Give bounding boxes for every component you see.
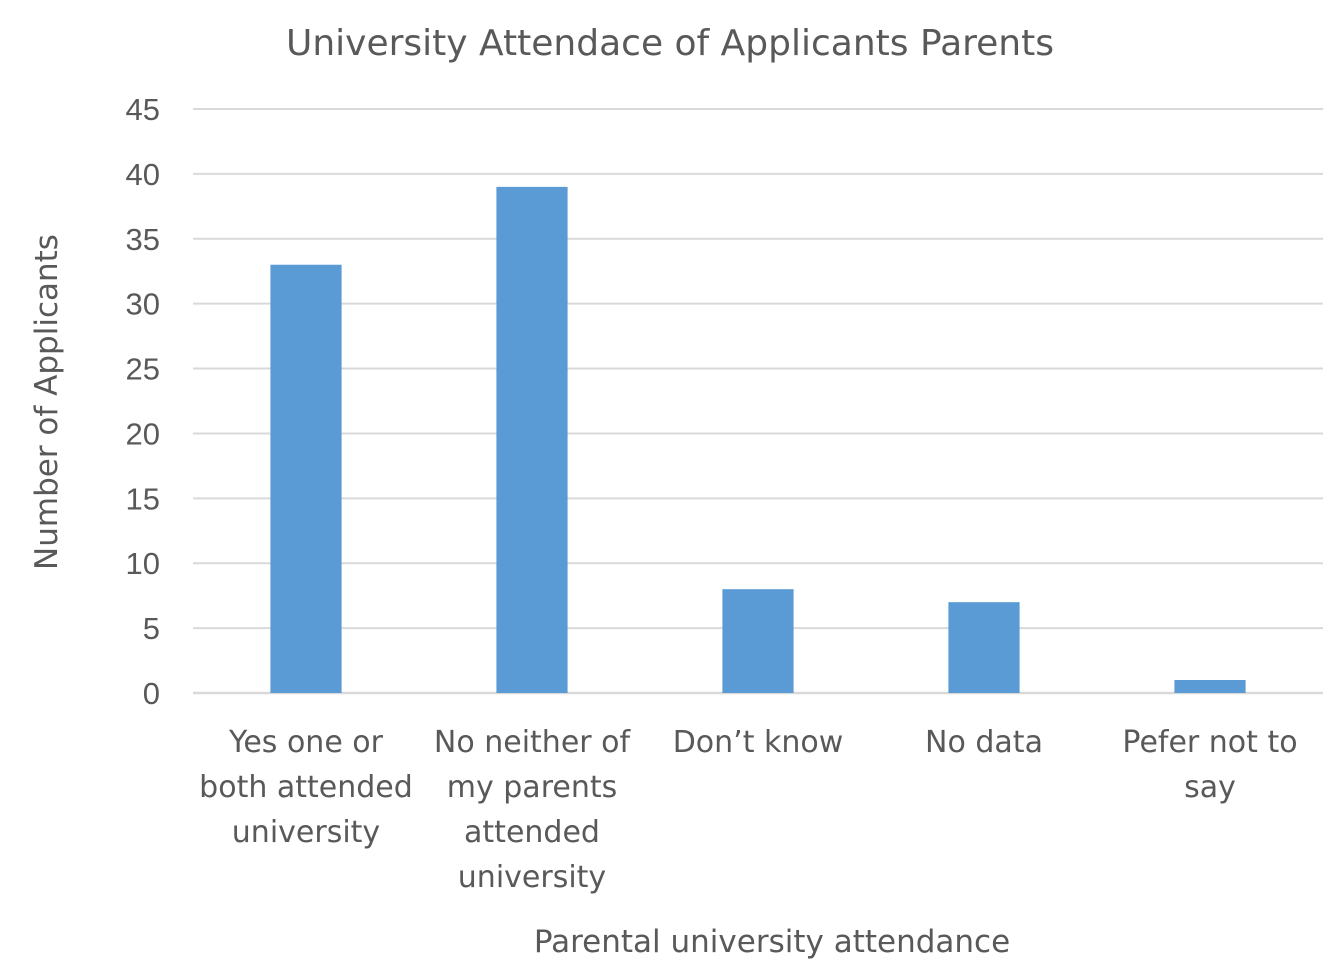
bar	[496, 186, 568, 693]
gridlines	[193, 108, 1323, 695]
y-tick-label: 15	[126, 481, 160, 516]
bar	[948, 602, 1020, 693]
x-category-label: Yes one or both attended university	[199, 725, 413, 850]
y-tick-label: 5	[143, 611, 160, 646]
bars	[270, 186, 1246, 693]
x-category-label: No data	[925, 725, 1043, 760]
x-category-label: Don’t know	[673, 725, 844, 760]
y-axis-ticks: 0 5 10 15 20 25 30 35 40 45	[126, 92, 160, 711]
y-axis-title: Number of Applicants	[29, 234, 65, 570]
x-category-label: Pefer not to say	[1122, 725, 1297, 805]
y-tick-label: 0	[143, 676, 160, 711]
bar	[270, 264, 342, 693]
x-category-label: No neither of my parents attended universit…	[434, 725, 632, 895]
y-tick-label: 10	[126, 546, 160, 581]
y-tick-label: 30	[126, 287, 160, 322]
y-tick-label: 40	[126, 157, 160, 192]
y-tick-label: 20	[126, 416, 160, 451]
y-tick-label: 25	[126, 352, 160, 387]
x-axis-title: Parental university attendance	[534, 924, 1010, 960]
y-tick-label: 35	[126, 222, 160, 257]
bar	[722, 589, 794, 693]
y-tick-label: 45	[126, 92, 160, 127]
chart-title: University Attendace of Applicants Paren…	[286, 23, 1054, 64]
bar	[1174, 680, 1246, 693]
